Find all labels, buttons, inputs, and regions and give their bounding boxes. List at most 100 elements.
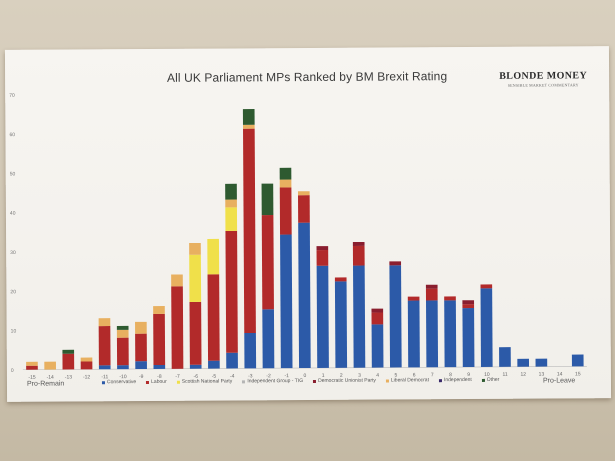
legend-swatch: [481, 378, 485, 382]
x-tick-label: -10: [119, 374, 126, 380]
bar-segment: [353, 265, 366, 368]
bar-segment: [225, 207, 238, 232]
bar-segment: [80, 361, 93, 370]
x-tick-label: -2: [266, 373, 271, 379]
bar-segment: [352, 241, 365, 246]
x-left-label: Pro-Remain: [26, 380, 65, 388]
legend-item: Scottish National Party: [176, 378, 233, 385]
x-tick-label: -12: [83, 374, 90, 380]
legend-item: Independent Group - TIG: [242, 378, 303, 384]
bar-segment: [279, 187, 292, 235]
legend-item: Conservative: [101, 379, 137, 386]
bar-segment: [462, 308, 475, 368]
chart-poster: All UK Parliament MPs Ranked by BM Brexi…: [4, 46, 612, 402]
bar-segment: [352, 245, 365, 266]
bar-segment: [135, 361, 147, 370]
legend-label: Conservative: [106, 379, 137, 386]
legend-label: Scottish National Party: [181, 378, 233, 385]
bar-segment: [226, 352, 238, 369]
x-tick-label: 10: [484, 372, 490, 378]
bar-segment: [462, 304, 475, 309]
x-tick-label: 8: [449, 372, 452, 378]
x-tick-label: 13: [539, 372, 545, 378]
bar-segment: [334, 277, 347, 282]
x-tick-label: 12: [520, 372, 526, 378]
bar-segment: [279, 179, 292, 188]
x-tick-label: -7: [175, 374, 180, 380]
x-tick-label: -1: [284, 373, 289, 379]
legend-label: Other: [486, 376, 500, 383]
legend-swatch: [313, 379, 317, 383]
x-tick-label: 7: [431, 372, 434, 378]
x-tick-label: -3: [248, 373, 253, 379]
bar-segment: [444, 296, 456, 301]
x-tick-label: -15: [28, 375, 35, 381]
legend-label: Democratic Unionist Party: [318, 377, 376, 384]
bar-segment: [462, 300, 475, 305]
bar-segment: [571, 354, 584, 367]
bar-segment: [243, 128, 256, 334]
bar-segment: [297, 191, 310, 196]
y-tick-label: 0: [11, 368, 14, 374]
bar-segment: [135, 333, 147, 362]
y-tick-label: 30: [10, 250, 16, 256]
bar-segment: [153, 313, 166, 366]
bar-segment: [262, 309, 275, 369]
x-tick-label: -8: [157, 374, 162, 380]
x-tick-label: 4: [376, 373, 379, 379]
bar-segment: [80, 357, 93, 362]
legend-label: Labour: [151, 378, 167, 385]
bar-segment: [171, 274, 183, 287]
bar-segment: [279, 167, 292, 180]
bar-segment: [334, 281, 348, 368]
bar-segment: [116, 325, 129, 330]
bar-segment: [480, 284, 493, 289]
x-tick-label: -11: [101, 374, 108, 380]
bar-segment: [499, 347, 511, 367]
bar-segment: [189, 364, 202, 369]
bar-segment: [480, 288, 493, 367]
bar-segment: [244, 332, 257, 369]
bar-segment: [98, 318, 111, 327]
bar-segment: [153, 364, 166, 369]
legend-item: Independent: [438, 377, 472, 384]
x-tick-label: -13: [65, 374, 72, 380]
x-tick-label: 0: [304, 373, 307, 379]
y-tick-label: 70: [9, 93, 15, 99]
x-tick-label: -9: [139, 374, 144, 380]
bar-segment: [425, 288, 438, 301]
y-tick-label: 10: [11, 328, 17, 334]
x-tick-label: 3: [358, 373, 361, 379]
bar-segment: [207, 238, 220, 275]
bar-segment: [98, 365, 111, 370]
bar-segment: [407, 300, 420, 368]
bar-segment: [26, 365, 38, 370]
bar-segment: [316, 265, 329, 368]
bar-segment: [371, 308, 384, 313]
legend-swatch: [242, 379, 246, 383]
bar-segment: [208, 360, 220, 369]
bar-segment: [261, 214, 274, 310]
legend-swatch: [101, 380, 105, 384]
x-right-label: Pro-Leave: [542, 377, 576, 385]
legend-swatch: [146, 380, 150, 384]
bar-segment: [298, 222, 311, 369]
bar-segment: [316, 250, 329, 266]
bar-segment: [225, 230, 238, 353]
bar-segment: [535, 358, 548, 367]
legend-swatch: [176, 380, 180, 384]
bar-segment: [116, 329, 129, 338]
bar-segment: [280, 234, 293, 369]
bar-segment: [371, 312, 384, 325]
x-tick-label: 2: [340, 373, 343, 379]
x-tick-label: -6: [194, 374, 199, 380]
bar-segment: [407, 296, 420, 301]
bar-segment: [62, 353, 75, 370]
legend-item: Democratic Unionist Party: [313, 378, 376, 384]
bar-segment: [261, 183, 274, 216]
legend-label: Independent: [443, 377, 472, 384]
bar-segment: [225, 183, 237, 200]
bar-segment: [389, 265, 402, 368]
bar-segment: [135, 321, 147, 334]
bar-segment: [426, 300, 439, 368]
